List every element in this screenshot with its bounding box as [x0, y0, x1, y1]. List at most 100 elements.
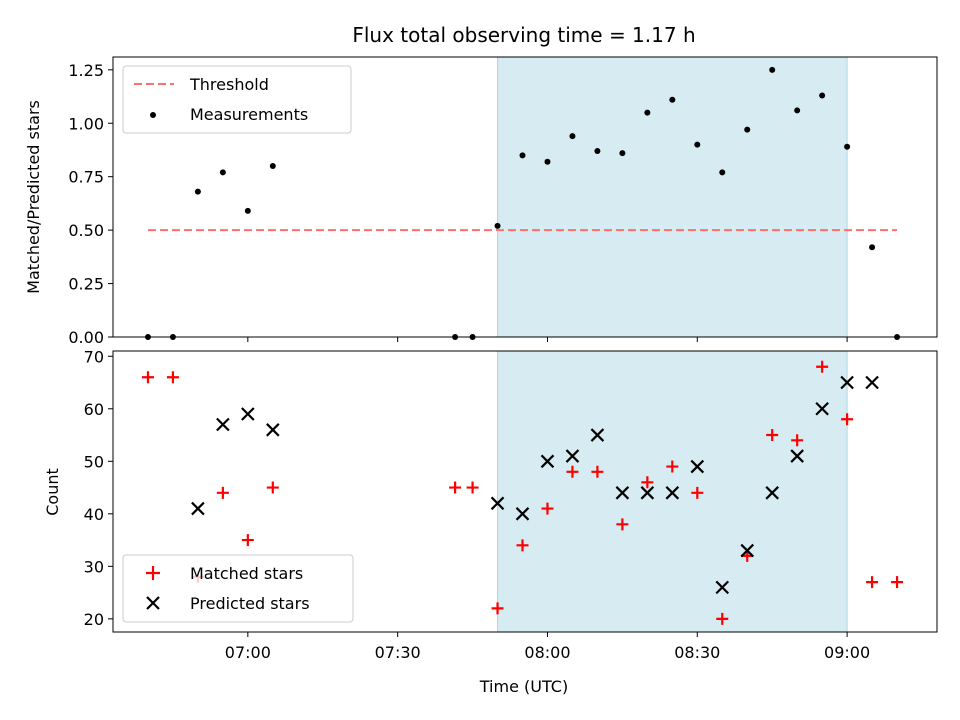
legend-matched-label: Matched stars [190, 564, 303, 583]
chart-title: Flux total observing time = 1.17 h [352, 23, 695, 47]
matched-star-point [266, 481, 279, 494]
matched-star-point [216, 486, 229, 499]
top-y-tick-label: 0.50 [68, 221, 104, 240]
matched-star-point [166, 371, 179, 384]
matched-star-point [691, 486, 704, 499]
predicted-star-point [790, 449, 804, 463]
matched-star-point [141, 371, 154, 384]
matched-star-point [641, 476, 654, 489]
predicted-star-point [266, 423, 280, 437]
bottom-y-axis-label: Count [43, 468, 62, 516]
measurement-point [644, 109, 651, 116]
matched-star-point [791, 434, 804, 447]
bottom-y-tick-label: 20 [84, 610, 104, 629]
top-y-tick-label: 1.25 [68, 61, 104, 80]
legend-threshold-label: Threshold [189, 75, 269, 94]
measurement-point [569, 133, 576, 140]
x-tick-label: 08:30 [674, 643, 720, 662]
top-y-tick-label: 0.00 [68, 328, 104, 347]
predicted-star-point [515, 507, 530, 521]
x-tick-label: 07:30 [375, 643, 421, 662]
matched-star-point [816, 360, 829, 373]
predicted-star-point [565, 449, 580, 463]
matched-star-point [616, 518, 629, 531]
measurement-point [794, 107, 801, 114]
predicted-star-point [191, 501, 205, 516]
bottom-y-tick-label: 60 [84, 400, 104, 419]
top-y-tick-label: 1.00 [68, 114, 104, 133]
predicted-star-point [216, 417, 230, 432]
matched-star-point [466, 481, 479, 494]
measurement-point [744, 126, 751, 133]
matched-star-point [716, 612, 729, 625]
measurement-point [669, 96, 676, 103]
measurements-series [144, 66, 901, 340]
legend-predicted-marker [146, 596, 160, 610]
measurement-point [619, 150, 626, 157]
top-y-tick-label: 0.75 [68, 168, 104, 187]
measurement-point [194, 188, 201, 195]
predicted-star-point [590, 428, 605, 442]
matched-star-point [491, 602, 504, 615]
measurement-point [719, 169, 726, 176]
measurement-point [494, 222, 501, 229]
measurement-point [519, 152, 526, 159]
predicted-star-point [665, 486, 680, 500]
matched-star-point [766, 429, 779, 442]
measurement-point [594, 148, 601, 155]
legend-measurements-marker [150, 112, 156, 118]
bottom-legend: Matched stars Predicted stars [122, 554, 354, 623]
predicted-star-point [740, 543, 755, 558]
ratio-plot: 0.00 0.25 0.50 0.75 1.00 1.25 [68, 56, 938, 347]
top-legend-box [122, 65, 352, 134]
predicted-stars-series [191, 375, 879, 595]
predicted-star-point [490, 496, 505, 511]
matched-star-point [516, 539, 529, 552]
top-y-tick-label: 0.25 [68, 275, 104, 294]
bottom-y-tick-label: 30 [84, 557, 104, 576]
measurement-point [269, 163, 276, 170]
measurement-point [819, 92, 826, 99]
predicted-star-point [765, 486, 779, 500]
count-plot: 20 30 40 50 60 70 07:00 07:30 08:00 08:30 09:00 [84, 347, 938, 662]
matched-star-point [866, 576, 879, 589]
measurement-point [219, 169, 226, 176]
legend-measurements-label: Measurements [190, 105, 308, 124]
top-axes-frame [112, 56, 938, 338]
predicted-star-point [865, 375, 879, 390]
matched-star-point [841, 413, 854, 426]
matched-star-point [541, 502, 554, 515]
matched-star-point [591, 465, 604, 478]
legend-matched-marker [146, 566, 160, 580]
measurement-point [769, 66, 776, 73]
predicted-star-point [241, 407, 255, 421]
measurement-point [694, 141, 701, 148]
predicted-star-point [815, 401, 829, 416]
bottom-legend-box [122, 554, 354, 623]
x-axis-label: Time (UTC) [479, 677, 568, 696]
matched-star-point [566, 465, 579, 478]
top-legend: Threshold Measurements [122, 65, 352, 134]
x-tick-label: 08:00 [524, 643, 570, 662]
measurement-point [844, 143, 851, 150]
legend-predicted-label: Predicted stars [190, 594, 310, 613]
predicted-star-point [540, 454, 555, 469]
matched-star-point [449, 481, 462, 494]
matched-star-point [241, 534, 254, 547]
bottom-axes-frame [112, 350, 938, 633]
measurement-point [869, 244, 876, 251]
predicted-star-point [640, 486, 655, 500]
bottom-y-tick-label: 40 [84, 505, 104, 524]
predicted-star-point [690, 459, 705, 474]
measurement-point [244, 207, 251, 214]
matched-star-point [891, 576, 904, 589]
bottom-y-tick-label: 70 [84, 347, 104, 366]
x-tick-label: 09:00 [824, 643, 870, 662]
top-y-axis-label: Matched/Predicted stars [24, 100, 43, 294]
top-observing-region [497, 56, 848, 338]
predicted-star-point [715, 580, 730, 595]
measurement-point [544, 158, 551, 165]
x-tick-label: 07:00 [225, 643, 271, 662]
predicted-star-point [840, 375, 854, 390]
